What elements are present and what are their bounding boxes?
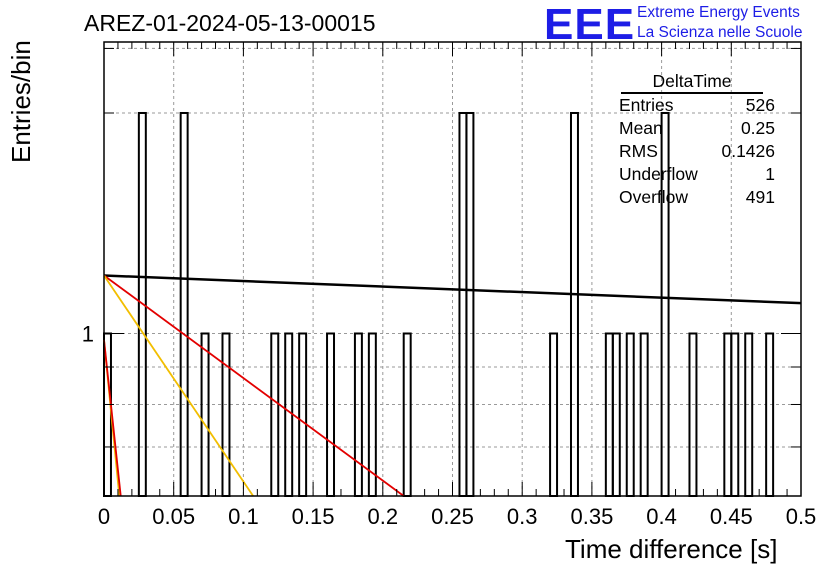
y-tick-label: 1 [82, 321, 94, 346]
stats-rows: Entries 526 Mean 0.25 RMS 0.1426 Underflow 1 Ove… [611, 94, 775, 209]
x-tick-label: 0.35 [570, 504, 613, 529]
logo-line-1: Extreme Energy Events [637, 4, 800, 21]
histogram-bin [639, 332, 649, 498]
stats-value: 491 [745, 187, 775, 207]
stats-label: Overflow [619, 187, 689, 207]
histogram-bin [625, 332, 635, 498]
stats-row: Underflow 1 [611, 163, 775, 186]
histogram-bin [688, 332, 698, 498]
x-axis-label: Time difference [s] [565, 534, 778, 564]
stats-value: 0.1426 [721, 141, 775, 161]
fit-line [103, 274, 254, 497]
histogram-bin [569, 111, 579, 497]
histogram-bin [549, 332, 559, 498]
x-tick-label: 0.4 [646, 504, 677, 529]
logo-line-2: La Scienza nelle Scuole [637, 24, 803, 41]
stats-label: Underflow [619, 164, 698, 184]
stats-row: Mean 0.25 [611, 117, 775, 140]
histogram-bin [458, 111, 468, 497]
histogram-bin [353, 332, 363, 498]
x-tick-label: 0.15 [292, 504, 335, 529]
stats-box: DeltaTime Entries 526 Mean 0.25 RMS 0.1426 Und… [611, 70, 775, 209]
histogram-bin [402, 332, 412, 498]
stats-value: 1 [765, 164, 775, 184]
stats-row: RMS 0.1426 [611, 140, 775, 163]
x-tick-label: 0.1 [228, 504, 259, 529]
stats-box-name: DeltaTime [621, 70, 763, 94]
histogram-bin [221, 332, 231, 498]
histogram-bin [723, 332, 733, 498]
stats-label: RMS [619, 141, 658, 161]
histogram-bin [179, 111, 189, 497]
fit-lines [103, 274, 802, 497]
histogram-bin [744, 332, 754, 498]
histogram-bin [298, 332, 308, 498]
chart-title: AREZ-01-2024-05-13-00015 [84, 10, 376, 36]
stats-label: Entries [619, 95, 674, 115]
histogram-bin [765, 332, 775, 498]
histogram-bin [326, 332, 336, 498]
fit-line [103, 274, 405, 497]
x-tick-label: 0 [98, 504, 110, 529]
histogram-bin [730, 332, 740, 498]
histogram-bin [200, 332, 210, 498]
stats-value: 526 [745, 95, 775, 115]
histogram-bin [604, 332, 614, 498]
stats-row: Overflow 491 [611, 186, 775, 209]
histogram-bin [270, 332, 280, 498]
fit-line [103, 339, 122, 497]
tick-labels: 0 0.05 0.1 0.15 0.2 0.25 0.3 0.35 0.4 0.45 0.5 1 [82, 321, 817, 529]
x-tick-label: 0.2 [368, 504, 399, 529]
histogram-bin [611, 332, 621, 498]
stats-label: Mean [619, 118, 663, 138]
x-tick-label: 0.5 [786, 504, 817, 529]
stats-value: 0.25 [740, 118, 775, 138]
x-tick-label: 0.05 [152, 504, 195, 529]
x-tick-label: 0.25 [431, 504, 474, 529]
y-axis-label: Entries/bin [6, 40, 36, 163]
x-tick-label: 0.45 [710, 504, 753, 529]
histogram-bin [465, 111, 475, 497]
fit-line [103, 274, 802, 305]
x-tick-label: 0.3 [507, 504, 538, 529]
stats-row: Entries 526 [611, 94, 775, 117]
axis-ticks [103, 42, 802, 497]
eee-logo: EEE [544, 0, 636, 49]
histogram-bin [284, 332, 294, 498]
